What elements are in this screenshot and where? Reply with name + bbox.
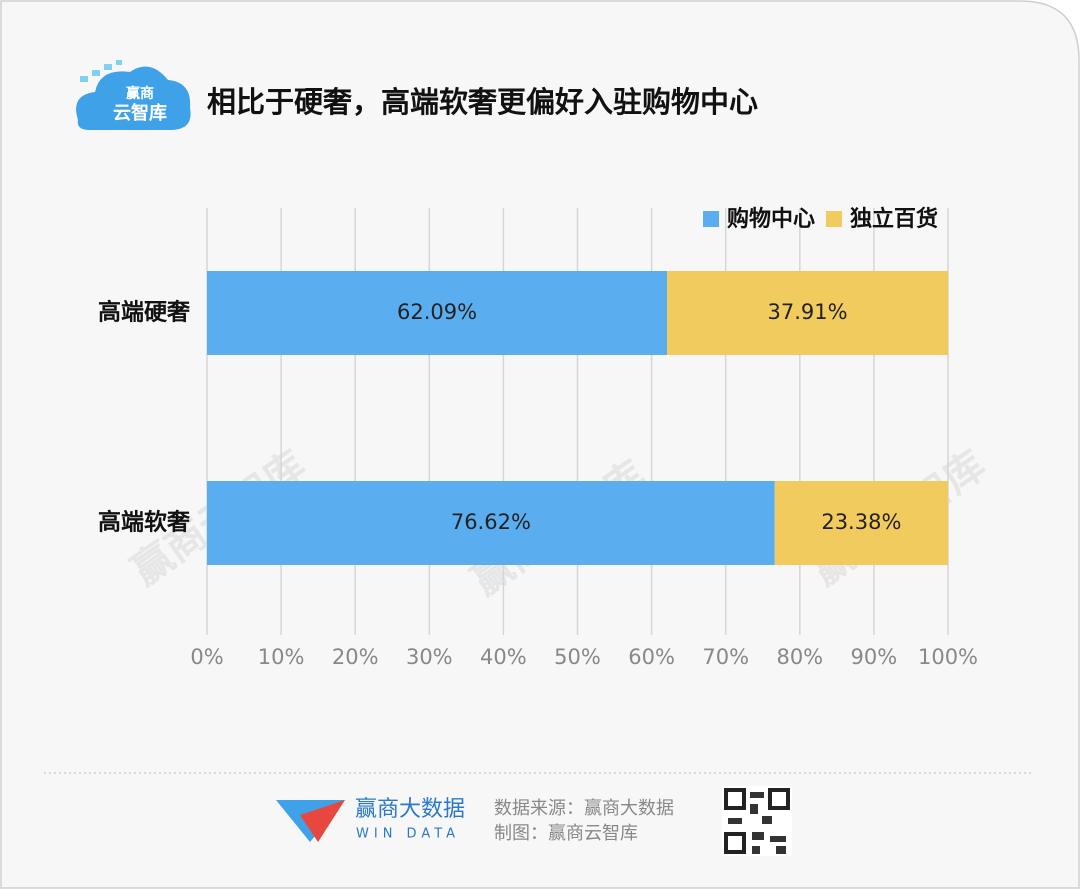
x-tick-label: 50% <box>554 645 601 669</box>
x-tick-label: 80% <box>776 645 823 669</box>
data-label: 62.09% <box>397 300 477 324</box>
data-label: 37.91% <box>768 300 848 324</box>
footer-logo <box>276 800 345 842</box>
legend-label: 独立百货 <box>850 206 938 232</box>
footer-source: 数据来源：赢商大数据 <box>494 797 674 819</box>
qr-code <box>722 786 792 856</box>
y-tick-label: 高端硬奢 <box>98 299 191 326</box>
footer-brand-en: WIN DATA <box>356 827 460 842</box>
logo-text: 云智库 <box>113 102 167 124</box>
x-tick-label: 10% <box>258 645 305 669</box>
x-tick-label: 0% <box>190 645 223 669</box>
x-tick-label: 40% <box>480 645 527 669</box>
chart-title: 相比于硬奢，高端软奢更偏好入驻购物中心 <box>207 85 758 119</box>
footer-brand: 赢商大数据 <box>355 797 465 822</box>
legend-swatch <box>826 211 843 227</box>
bar-segment <box>207 481 775 565</box>
x-tick-label: 70% <box>702 645 749 669</box>
x-tick-label: 90% <box>851 645 898 669</box>
x-tick-label: 60% <box>628 645 675 669</box>
bar-segment <box>774 481 948 565</box>
data-label: 23.38% <box>821 510 901 534</box>
legend-swatch <box>703 211 719 227</box>
y-tick-label: 高端软奢 <box>98 509 191 536</box>
top-logo: 赢商 云智库 <box>76 60 191 130</box>
bar-segment <box>667 271 948 355</box>
x-tick-label: 30% <box>406 645 453 669</box>
logo-text: 赢商 <box>126 85 154 102</box>
x-tick-label: 100% <box>918 645 978 669</box>
legend-label: 购物中心 <box>727 206 815 232</box>
bar-segment <box>207 271 668 355</box>
footer-maker: 制图：赢商云智库 <box>494 822 638 844</box>
data-label: 76.62% <box>451 510 531 534</box>
x-tick-label: 20% <box>332 645 379 669</box>
